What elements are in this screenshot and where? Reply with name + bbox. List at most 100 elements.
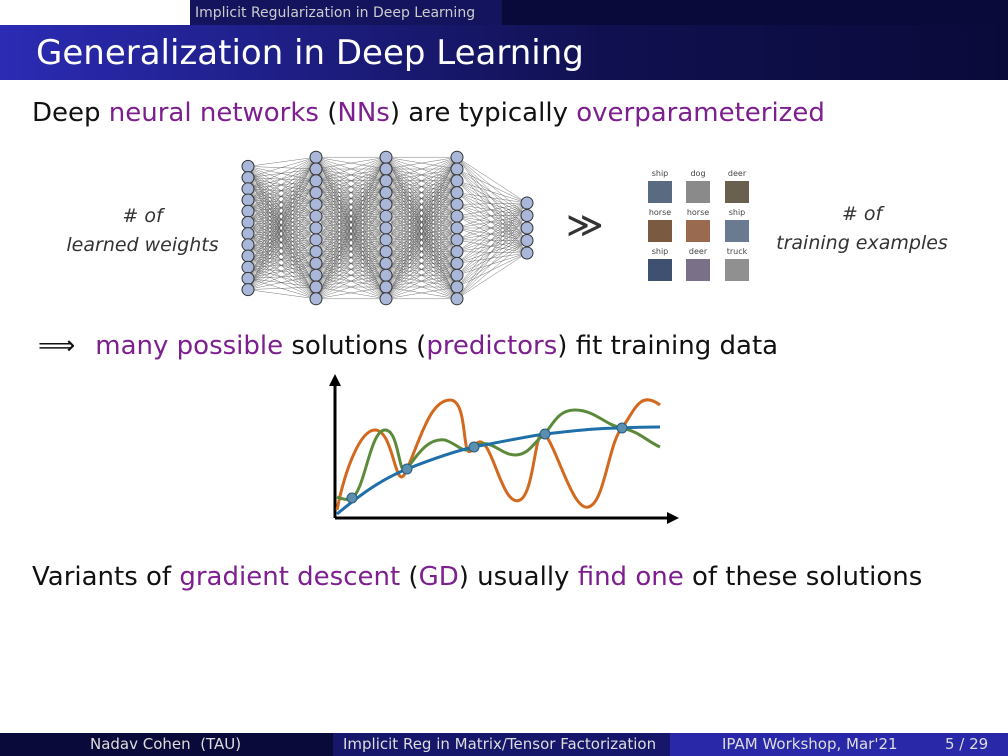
- plot: [329, 374, 679, 524]
- footer-talk: Implicit Reg in Matrix/Tensor Factorizat…: [343, 735, 657, 753]
- much-greater: ≫: [566, 205, 604, 246]
- line-1: Deep neural networks (NNs) are typically…: [32, 98, 825, 128]
- text: find one: [577, 562, 684, 592]
- node: [241, 182, 255, 196]
- edge: [247, 211, 317, 288]
- edge: [456, 157, 528, 216]
- edge: [247, 166, 317, 252]
- node: [309, 280, 323, 294]
- edge: [385, 227, 458, 299]
- network: [241, 150, 534, 306]
- left-label: # of learned weights: [40, 202, 245, 260]
- edge: [456, 202, 528, 205]
- edge: [385, 157, 458, 299]
- edge: [247, 216, 317, 257]
- edge: [247, 267, 317, 288]
- edge: [456, 168, 528, 241]
- edge: [247, 157, 317, 178]
- edge: [315, 275, 387, 299]
- text: NNs: [337, 98, 390, 128]
- edge: [456, 216, 528, 254]
- edge: [247, 180, 317, 234]
- node: [241, 215, 255, 229]
- node: [309, 174, 323, 188]
- edge: [456, 240, 528, 252]
- edge: [456, 192, 528, 241]
- edge: [247, 251, 317, 268]
- edge: [247, 188, 317, 240]
- edge: [247, 157, 317, 245]
- text: gradient descent: [179, 562, 401, 592]
- node: [309, 268, 323, 282]
- edge: [247, 216, 317, 234]
- image: [686, 181, 710, 203]
- edge: [247, 239, 317, 257]
- edge: [385, 157, 458, 229]
- node: [241, 159, 255, 173]
- image-label: truck: [727, 247, 748, 256]
- node: [241, 171, 255, 185]
- edge: [247, 239, 317, 268]
- text: learned weights: [66, 234, 219, 256]
- edge: [456, 215, 528, 276]
- node: [379, 233, 393, 247]
- edge: [247, 180, 317, 223]
- edge: [247, 244, 317, 276]
- node: [520, 209, 534, 222]
- edge: [247, 192, 317, 234]
- edge: [247, 233, 317, 276]
- edge: [456, 240, 528, 276]
- edge: [315, 157, 387, 170]
- edge: [456, 216, 528, 241]
- edge: [456, 204, 528, 241]
- node: [450, 209, 464, 223]
- footer-left: [0, 733, 333, 756]
- edge: [456, 202, 528, 229]
- edge: [315, 157, 387, 181]
- edge: [247, 177, 317, 276]
- edge: [247, 222, 317, 299]
- edge: [456, 192, 528, 204]
- node: [520, 246, 534, 260]
- edge: [247, 233, 317, 252]
- edge: [247, 211, 317, 252]
- image: [686, 220, 710, 242]
- edge: [456, 252, 528, 264]
- edge: [247, 180, 317, 201]
- edge: [456, 180, 528, 254]
- edge: [456, 157, 528, 204]
- edge: [247, 211, 317, 217]
- node: [309, 245, 323, 259]
- edge: [247, 168, 317, 178]
- edge: [456, 227, 528, 299]
- node: [379, 292, 393, 306]
- edge: [247, 168, 317, 290]
- edge: [385, 286, 458, 299]
- edge: [247, 157, 317, 279]
- node: [379, 221, 393, 235]
- edge: [247, 199, 317, 229]
- section-bar: [190, 0, 502, 25]
- edge: [247, 222, 317, 276]
- edge: [247, 199, 317, 276]
- node: [241, 238, 255, 252]
- image: [725, 181, 749, 203]
- edge: [247, 177, 317, 229]
- edge: [456, 204, 528, 254]
- edge: [385, 216, 458, 299]
- edge: [247, 204, 317, 245]
- edge: [247, 239, 317, 290]
- node: [450, 233, 464, 247]
- edge: [247, 188, 317, 205]
- edge: [247, 222, 317, 229]
- edge: [456, 202, 528, 264]
- edge: [247, 251, 317, 257]
- edge: [247, 275, 317, 290]
- edge: [456, 215, 528, 217]
- node: [309, 162, 323, 176]
- edge: [315, 168, 387, 299]
- edge: [247, 227, 317, 279]
- edge: [247, 255, 317, 276]
- text: GD: [418, 562, 459, 592]
- edge: [247, 222, 317, 264]
